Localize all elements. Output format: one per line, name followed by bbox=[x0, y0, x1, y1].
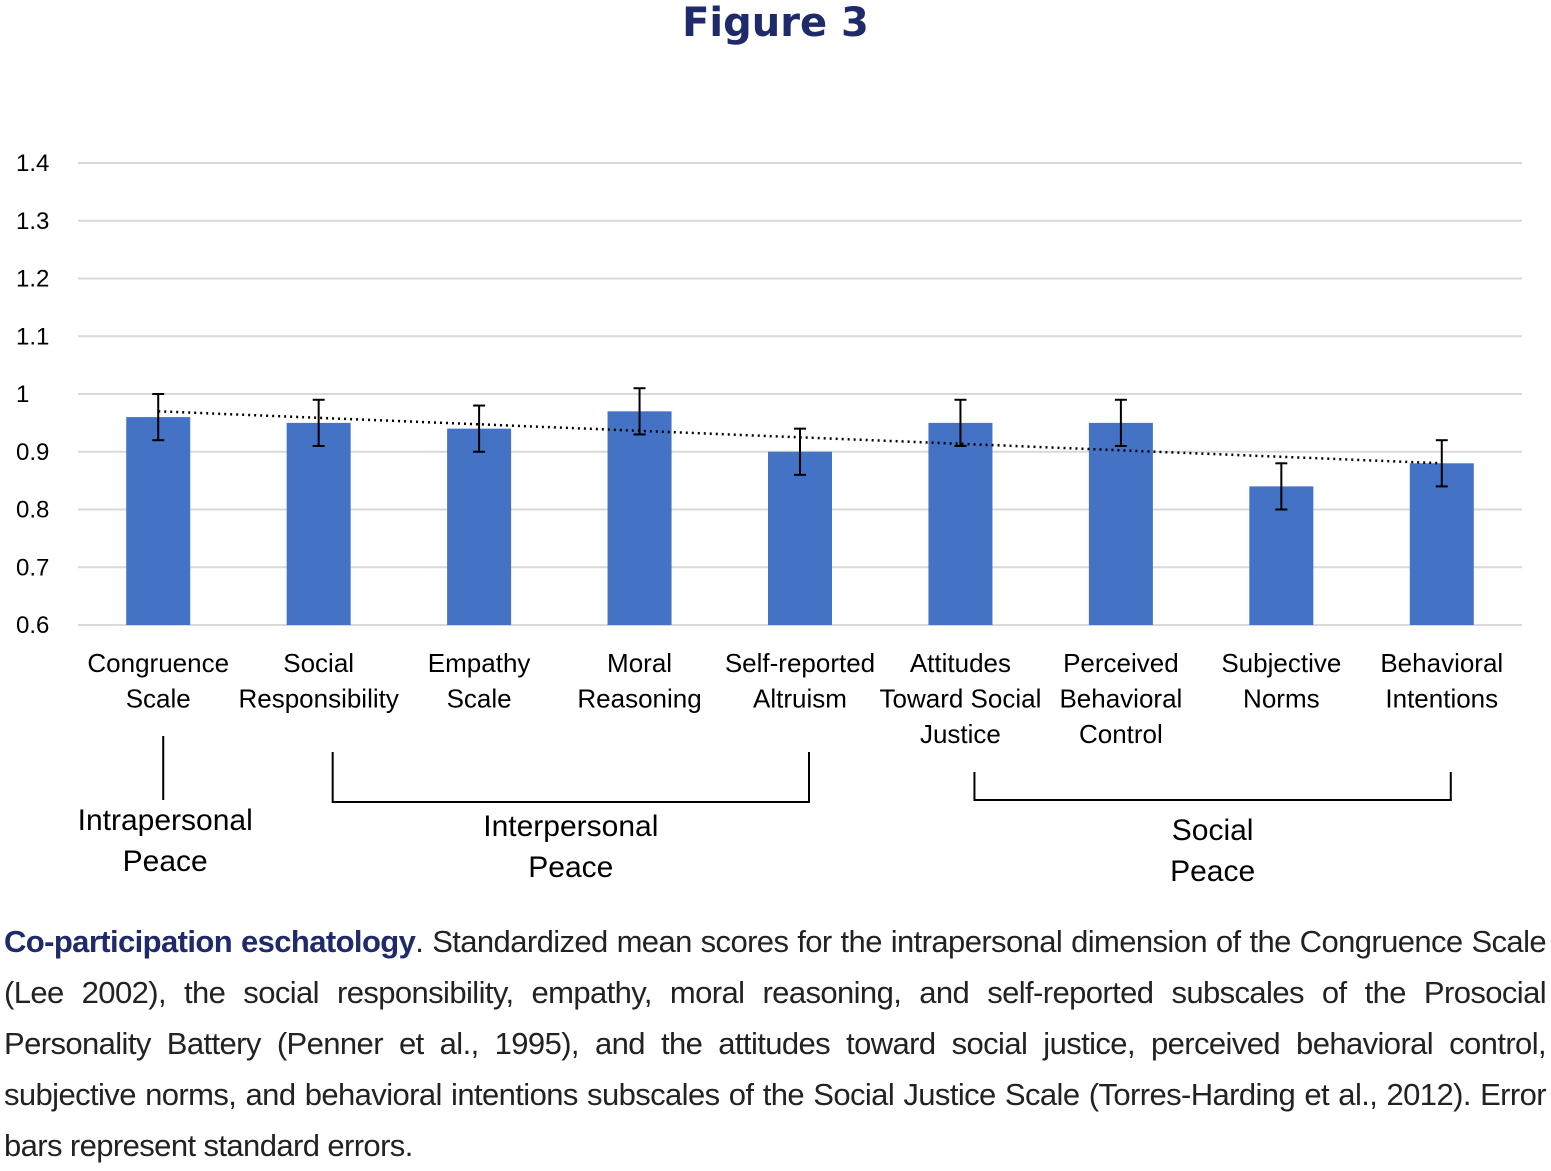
y-tick-label: 1.1 bbox=[16, 323, 49, 350]
error-bar bbox=[1114, 398, 1127, 447]
group-bracket bbox=[331, 752, 810, 803]
x-category-label: Congruence Scale bbox=[87, 648, 229, 714]
y-tick-label: 0.8 bbox=[16, 497, 49, 524]
x-category-label: Attitudes Toward Social Justice bbox=[880, 648, 1042, 749]
x-category-label: Behavioral Intentions bbox=[1380, 648, 1503, 714]
group-label: Intrapersonal Peace bbox=[78, 804, 253, 878]
group-bracket bbox=[973, 772, 1452, 801]
y-tick-label: 1.4 bbox=[16, 150, 49, 177]
bars bbox=[126, 411, 1474, 625]
figure-caption: Co-participation eschatology. Standardiz… bbox=[4, 916, 1547, 1171]
error-bar bbox=[954, 398, 967, 447]
group-label: Interpersonal Peace bbox=[483, 810, 658, 884]
y-tick-label: 1.2 bbox=[16, 266, 49, 293]
bar bbox=[928, 422, 993, 625]
error-bar bbox=[473, 404, 486, 453]
error-bar bbox=[152, 393, 165, 442]
bar bbox=[1409, 463, 1474, 625]
x-category-label: Empathy Scale bbox=[428, 648, 531, 714]
error-bar bbox=[312, 398, 325, 447]
bar bbox=[447, 428, 512, 625]
error-bar bbox=[1275, 462, 1288, 511]
group-label: Social Peace bbox=[1170, 814, 1255, 888]
caption-heading: Co-participation eschatology bbox=[4, 924, 416, 959]
bar bbox=[607, 411, 672, 625]
bar bbox=[286, 422, 351, 625]
y-tick-label: 0.9 bbox=[16, 439, 49, 466]
error-bar bbox=[1435, 439, 1448, 488]
bar bbox=[126, 417, 191, 625]
y-tick-label: 0.7 bbox=[16, 554, 49, 581]
x-category-label: Social Responsibility bbox=[238, 648, 398, 714]
x-category-label: Moral Reasoning bbox=[577, 648, 701, 714]
group-brackets: Intrapersonal Peace Interpersonal Peace Soci… bbox=[78, 736, 1452, 888]
bar-chart: 0.6 0.7 0.8 0.9 1 1.1 1.2 1.3 1.4 Congruence Scal… bbox=[16, 150, 1522, 888]
bar bbox=[1088, 422, 1153, 625]
x-category-label: Perceived Behavioral Control bbox=[1059, 648, 1182, 749]
bar bbox=[768, 451, 832, 625]
y-tick-label: 1 bbox=[16, 381, 29, 408]
x-category-label: Subjective Norms bbox=[1221, 648, 1341, 714]
caption-text: . Standardized mean scores for the intra… bbox=[4, 924, 1547, 1163]
x-category-label: Self-reported Altruism bbox=[725, 648, 875, 714]
error-bars bbox=[152, 387, 1448, 511]
error-bar bbox=[633, 387, 646, 436]
y-tick-label: 0.6 bbox=[16, 612, 49, 639]
figure-title: Figure 3 bbox=[682, 0, 869, 46]
error-bar bbox=[794, 427, 806, 476]
y-tick-label: 1.3 bbox=[16, 208, 49, 235]
y-axis-ticks: 0.6 0.7 0.8 0.9 1 1.1 1.2 1.3 1.4 bbox=[16, 150, 49, 639]
